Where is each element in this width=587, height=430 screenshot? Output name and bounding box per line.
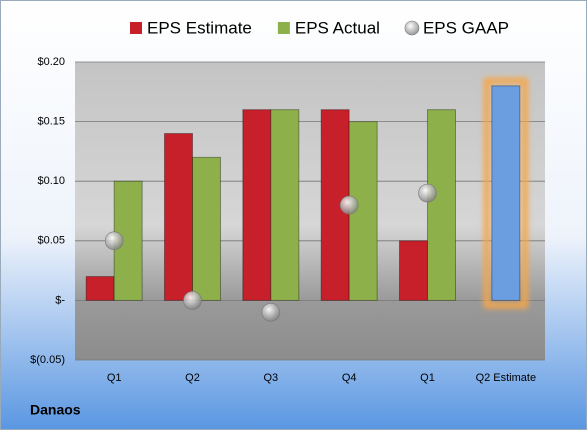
y-tick-label: $-: [55, 294, 65, 306]
gaap-marker: [339, 195, 359, 215]
gaap-marker: [104, 231, 124, 251]
bar: [270, 109, 300, 301]
footer: Danaos: [30, 402, 81, 418]
legend-marker: [404, 20, 420, 36]
legend-label: EPS Actual: [295, 18, 380, 37]
bar: [85, 276, 115, 301]
x-tick-label: Q3: [263, 372, 278, 384]
legend-label: EPS GAAP: [423, 18, 509, 37]
legend-marker: [130, 22, 142, 34]
x-tick-label: Q2: [185, 372, 200, 384]
bar: [399, 240, 428, 301]
x-tick-label: Q4: [342, 372, 357, 384]
gaap-marker: [418, 183, 437, 203]
gaap-marker: [261, 303, 281, 322]
y-tick-label: $0.05: [37, 235, 65, 247]
bar: [242, 109, 272, 301]
x-tick-label: Q1: [107, 372, 122, 384]
highlight-glow: [483, 77, 528, 309]
legend-marker: [277, 22, 290, 34]
plot-area: [75, 62, 545, 360]
y-tick-label: $(0.05): [30, 354, 65, 366]
legend-label: EPS Estimate: [147, 18, 252, 37]
bar: [192, 156, 221, 301]
bar: [427, 109, 456, 301]
x-tick-label: Q1: [420, 372, 435, 384]
y-tick-label: $0.20: [37, 56, 65, 68]
gaap-marker: [183, 291, 202, 310]
x-tick-label: Q2 Estimate: [476, 372, 537, 384]
y-tick-label: $0.10: [37, 175, 65, 187]
y-tick-label: $0.15: [37, 116, 65, 128]
bar: [164, 133, 193, 301]
bar: [491, 85, 521, 301]
